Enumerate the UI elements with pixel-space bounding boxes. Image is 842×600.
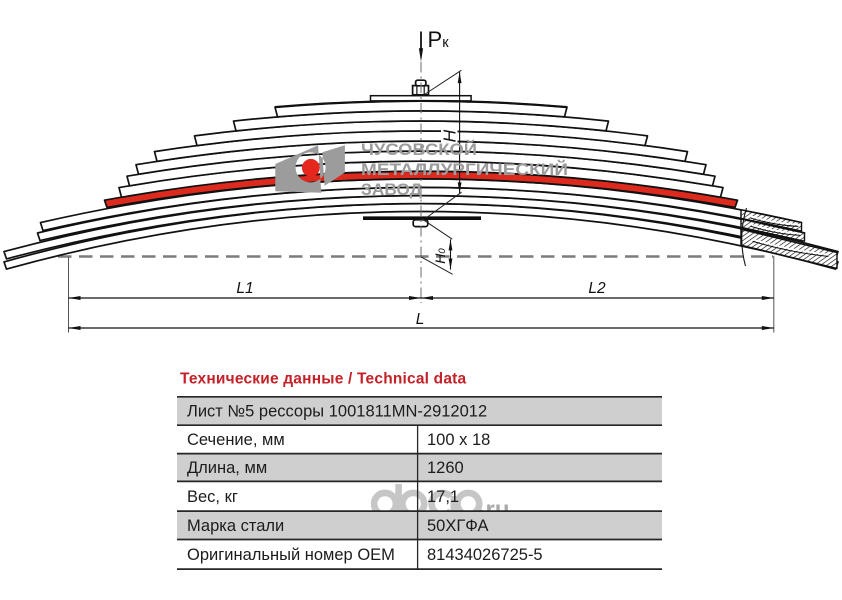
svg-text:H: H <box>440 129 460 142</box>
svg-text:L1: L1 <box>236 280 253 297</box>
svg-text:L: L <box>416 311 425 328</box>
svg-text:17,1: 17,1 <box>427 488 459 506</box>
svg-text:Технические данные / Technical: Технические данные / Technical data <box>180 371 467 388</box>
svg-text:МЕТАЛЛУРГИЧЕСКИЙ: МЕТАЛЛУРГИЧЕСКИЙ <box>361 160 568 179</box>
svg-text:1260: 1260 <box>427 459 464 477</box>
svg-text:ЗАВОД: ЗАВОД <box>361 180 422 199</box>
svg-text:Вес, кг: Вес, кг <box>187 488 238 506</box>
svg-text:Сечение, мм: Сечение, мм <box>187 431 285 449</box>
svg-text:L2: L2 <box>588 280 606 297</box>
svg-text:ЧУСОВСКОЙ: ЧУСОВСКОЙ <box>361 140 477 159</box>
svg-text:100 x 18: 100 x 18 <box>427 431 490 449</box>
svg-text:Лист №5 рессоры 1001811MN-2912: Лист №5 рессоры 1001811MN-2912012 <box>187 403 487 421</box>
svg-text:50ХГФА: 50ХГФА <box>427 517 488 535</box>
svg-text:Длина, мм: Длина, мм <box>187 459 267 477</box>
svg-text:Марка стали: Марка стали <box>187 517 284 535</box>
svg-text:81434026725-5: 81434026725-5 <box>427 546 543 564</box>
svg-text:Оригинальный номер OEM: Оригинальный номер OEM <box>187 546 395 564</box>
